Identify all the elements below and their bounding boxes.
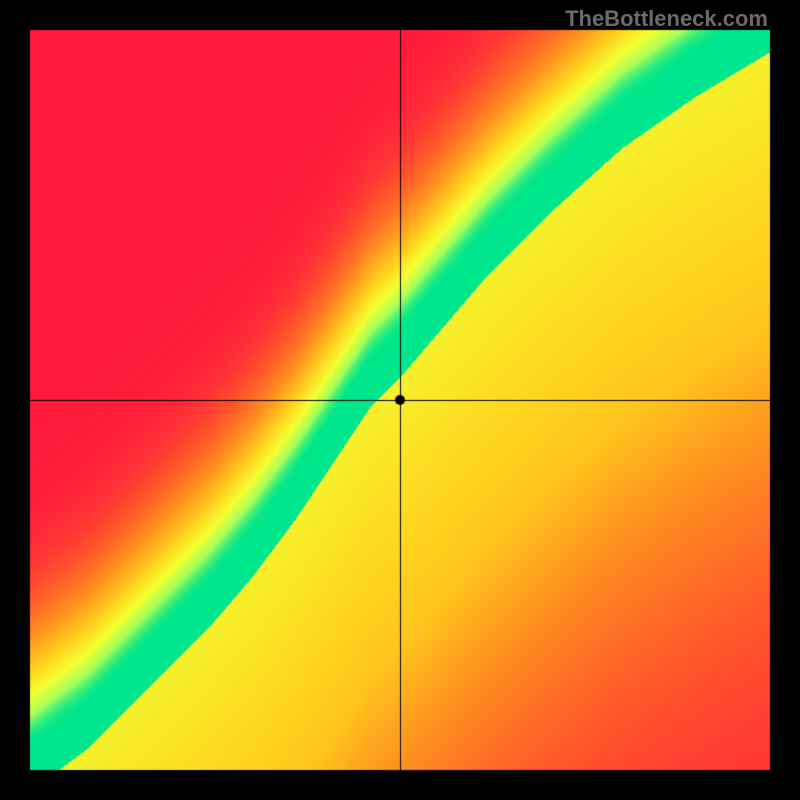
bottleneck-heatmap <box>0 0 800 800</box>
chart-container: TheBottleneck.com <box>0 0 800 800</box>
watermark-text: TheBottleneck.com <box>565 6 768 32</box>
